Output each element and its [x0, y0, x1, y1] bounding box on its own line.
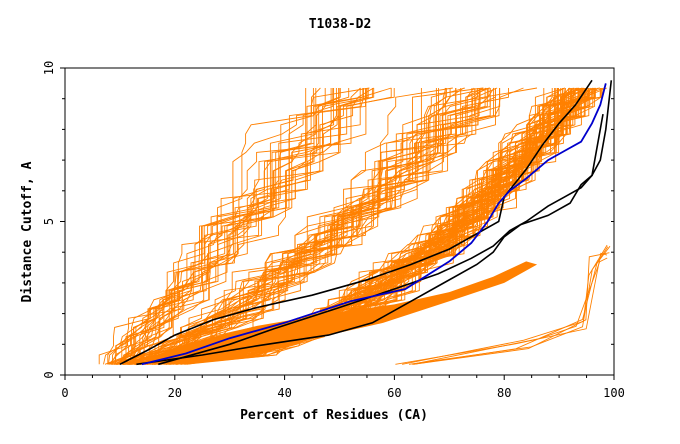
x-tick-label: 60 — [387, 386, 401, 400]
bundle-line — [109, 88, 366, 365]
bundle-line — [146, 88, 573, 365]
bundle-line — [152, 87, 447, 365]
highlight-line-2 — [136, 113, 604, 366]
x-tick-label: 100 — [603, 386, 625, 400]
bundle-line — [130, 88, 340, 365]
bundle-line — [134, 88, 437, 365]
x-tick-label: 40 — [277, 386, 291, 400]
bundle-line — [122, 88, 439, 365]
bundle-line — [131, 88, 576, 365]
bundle-line — [107, 88, 332, 365]
bundle-line — [156, 87, 524, 365]
bundle-line — [116, 87, 484, 365]
bundle-line — [98, 88, 373, 365]
y-tick-label: 0 — [42, 371, 56, 378]
x-tick-label: 20 — [168, 386, 182, 400]
highlight-line-1 — [119, 79, 593, 366]
highlight-line-4 — [141, 83, 607, 366]
bundle-line — [165, 88, 559, 365]
bundle-line — [132, 88, 375, 365]
bundle-line — [175, 88, 576, 365]
highlight-line-3 — [158, 80, 613, 366]
bundle-line-outlier — [412, 257, 608, 365]
axes: 0 20 40 60 80 100 0 5 10 — [42, 61, 625, 400]
bundle-line — [143, 87, 594, 365]
highlighted-lines — [119, 79, 613, 366]
bundle-line — [151, 88, 361, 365]
dense-bundle-region — [141, 261, 538, 363]
bundle-line — [153, 88, 447, 365]
bundle-line — [163, 88, 491, 365]
bundle-line — [152, 88, 501, 365]
x-tick-label: 0 — [61, 386, 68, 400]
bundle-line — [130, 88, 491, 365]
bundle-line — [169, 88, 601, 365]
y-axis-label: Distance Cutoff, A — [20, 161, 35, 302]
bundle-line-outlier — [413, 246, 609, 365]
x-axis-label: Percent of Residues (CA) — [240, 408, 428, 423]
bundle-line — [154, 88, 486, 365]
bundle-line — [141, 87, 374, 365]
bundle-line — [123, 88, 350, 365]
bundle-line — [148, 88, 509, 365]
chart-title: T1038-D2 — [309, 17, 372, 32]
bundle-line — [153, 87, 601, 365]
y-tick-label: 5 — [42, 218, 56, 225]
y-tick-label: 10 — [42, 61, 56, 75]
bundle-line — [144, 87, 605, 365]
bundle-line — [124, 88, 369, 365]
bundle-line — [128, 87, 538, 365]
bundle-line — [119, 88, 317, 365]
bundle-line-outlier — [413, 252, 610, 365]
bundle-line — [150, 88, 446, 365]
bundle-line — [117, 88, 340, 365]
bundle-line — [155, 87, 474, 365]
bundle-line — [128, 87, 567, 365]
bundle-line — [123, 88, 581, 365]
bundle-line — [146, 88, 473, 365]
bundle-lines — [98, 87, 611, 365]
bundle-line — [134, 88, 422, 365]
bundle-line — [111, 88, 457, 365]
bundle-line — [125, 88, 341, 365]
bundle-line — [134, 88, 583, 365]
x-tick-label: 80 — [497, 386, 511, 400]
bundle-line-outlier — [408, 245, 611, 365]
